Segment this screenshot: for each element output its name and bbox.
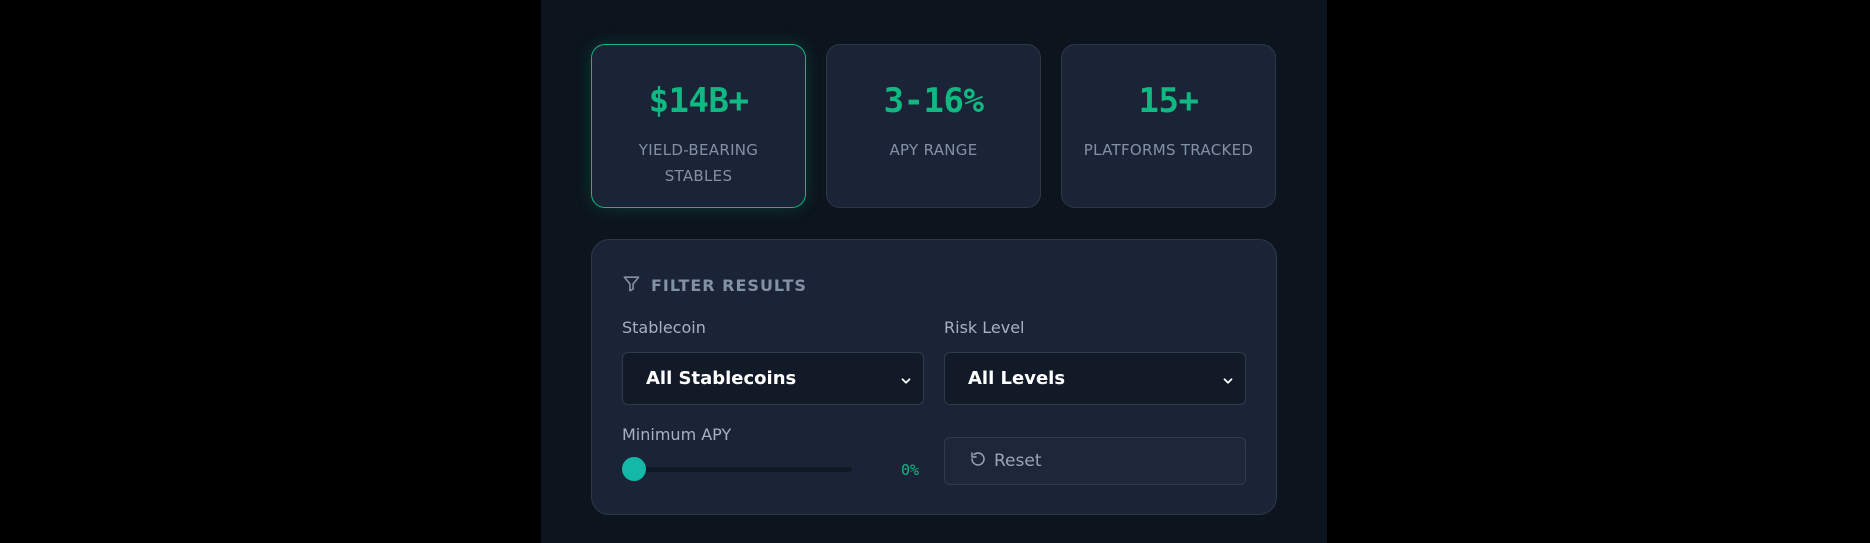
stat-label: PLATFORMS TRACKED xyxy=(1083,141,1254,159)
stablecoin-select[interactable]: All Stablecoins xyxy=(622,352,924,405)
filter-panel: FILTER RESULTS Stablecoin All Stablecoin… xyxy=(591,239,1277,515)
stat-value: 3-16% xyxy=(883,81,984,121)
filter-title: FILTER RESULTS xyxy=(622,274,807,297)
funnel-icon xyxy=(622,274,641,297)
reset-button[interactable]: Reset xyxy=(944,437,1246,485)
minimum-apy-value: 0% xyxy=(901,461,920,479)
stats-row: $14B+ YIELD-BEARING STABLES 3-16% APY RA… xyxy=(591,44,1277,208)
chevron-down-icon xyxy=(1221,372,1235,393)
stat-value: $14B+ xyxy=(648,81,749,121)
stat-card-apy-range: 3-16% APY RANGE xyxy=(826,44,1041,208)
stat-card-platforms: 15+ PLATFORMS TRACKED xyxy=(1061,44,1276,208)
minimum-apy-slider-track[interactable] xyxy=(622,467,852,472)
stat-card-yield-bearing: $14B+ YIELD-BEARING STABLES xyxy=(591,44,806,208)
risk-level-selected-value: All Levels xyxy=(968,368,1066,389)
stablecoin-label: Stablecoin xyxy=(622,318,706,337)
minimum-apy-label: Minimum APY xyxy=(622,425,732,444)
stat-label: YIELD-BEARING STABLES xyxy=(638,141,759,185)
filter-title-text: FILTER RESULTS xyxy=(651,276,807,295)
risk-level-label: Risk Level xyxy=(944,318,1025,337)
chevron-down-icon xyxy=(899,372,913,393)
minimum-apy-slider-thumb[interactable] xyxy=(622,457,646,481)
reset-icon xyxy=(970,451,986,472)
stablecoin-selected-value: All Stablecoins xyxy=(646,368,797,389)
page-container: $14B+ YIELD-BEARING STABLES 3-16% APY RA… xyxy=(541,0,1327,543)
stat-label: APY RANGE xyxy=(889,141,978,159)
stat-value: 15+ xyxy=(1138,81,1199,121)
reset-button-label: Reset xyxy=(994,451,1042,471)
risk-level-select[interactable]: All Levels xyxy=(944,352,1246,405)
